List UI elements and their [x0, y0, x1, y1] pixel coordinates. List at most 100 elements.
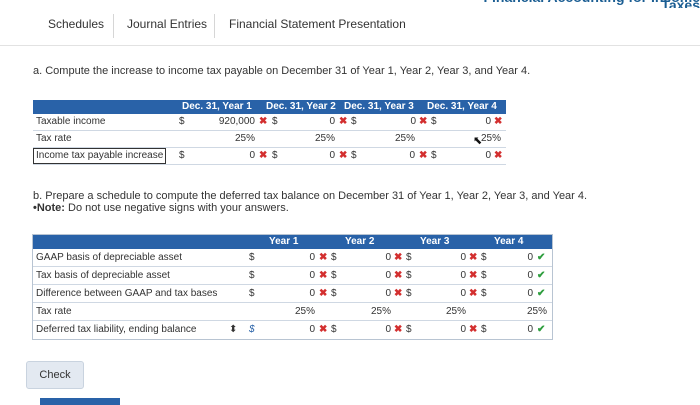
incorrect-icon: ✖: [469, 288, 478, 299]
currency-symbol: $: [179, 150, 185, 161]
incorrect-icon: ✖: [494, 116, 503, 127]
taxable-income-year1-input[interactable]: 920,000: [218, 116, 255, 127]
taxable-income-year4-input[interactable]: 0: [485, 116, 491, 127]
tax-payable-increase-year4-input[interactable]: 0: [485, 150, 491, 161]
gaap-basis-year2-input[interactable]: 0: [385, 252, 391, 263]
mouse-cursor-icon: ⬉: [473, 135, 483, 147]
taxable-income-year3-input[interactable]: 0: [410, 116, 416, 127]
part-a-col-year4: Dec. 31, Year 4: [427, 101, 497, 112]
next-button-partial[interactable]: [40, 398, 120, 405]
row-label: Taxable income: [36, 116, 106, 127]
currency-symbol: $: [481, 270, 487, 281]
tab-schedules[interactable]: Schedules: [48, 17, 105, 31]
part-b-table: Year 1 Year 2 Year 3 Year 4 GAAP basis o…: [32, 234, 553, 340]
tax-rate-year3: 25%: [394, 133, 415, 144]
currency-symbol: $: [272, 150, 278, 161]
currency-symbol: $: [351, 116, 357, 127]
incorrect-icon: ✖: [319, 270, 328, 281]
part-a-table: Dec. 31, Year 1 Dec. 31, Year 2 Dec. 31,…: [33, 100, 506, 166]
tax-payable-increase-year2-input[interactable]: 0: [329, 150, 335, 161]
difference-year2-input[interactable]: 0: [385, 288, 391, 299]
row-label: Tax basis of depreciable asset: [36, 270, 170, 281]
currency-symbol: $: [331, 324, 337, 335]
incorrect-icon: ✖: [469, 324, 478, 335]
deferred-tax-year1-input[interactable]: 0: [309, 324, 315, 335]
row-label: Tax rate: [36, 306, 72, 317]
deferred-tax-year4-input[interactable]: 0: [527, 324, 533, 335]
row-label: Difference between GAAP and tax bases: [36, 288, 218, 299]
table-row: Income tax payable increase $ 0 ✖ $ 0 ✖ …: [33, 148, 506, 165]
table-row: GAAP basis of depreciable asset $ 0 ✖ $ …: [33, 249, 552, 267]
table-row: Tax rate 25% 25% 25% 25%: [33, 303, 552, 321]
currency-selector[interactable]: $: [249, 324, 255, 335]
incorrect-icon: ✖: [319, 288, 328, 299]
incorrect-icon: ✖: [319, 252, 328, 263]
incorrect-icon: ✖: [394, 324, 403, 335]
currency-symbol: $: [481, 324, 487, 335]
selector-arrows-icon[interactable]: ⬍: [229, 324, 238, 335]
currency-symbol: $: [431, 116, 437, 127]
tax-basis-year2-input[interactable]: 0: [385, 270, 391, 281]
currency-symbol: $: [179, 116, 185, 127]
part-b-question: b. Prepare a schedule to compute the def…: [33, 190, 588, 202]
table-row: Tax rate 25% 25% 25% 25%: [33, 131, 506, 148]
part-b-col-year3: Year 3: [420, 236, 450, 247]
table-row: Difference between GAAP and tax bases $ …: [33, 285, 552, 303]
tab-journal-entries[interactable]: Journal Entries: [127, 17, 208, 31]
tax-rate-year2: 25%: [314, 133, 335, 144]
incorrect-icon: ✖: [339, 116, 348, 127]
check-button[interactable]: Check: [26, 361, 84, 389]
tab-divider: [214, 14, 215, 38]
tax-rate-year4: 25%: [480, 133, 501, 144]
part-a-question: a. Compute the increase to income tax pa…: [33, 65, 531, 77]
deferred-tax-year2-input[interactable]: 0: [385, 324, 391, 335]
currency-symbol: $: [406, 288, 412, 299]
table-row: Deferred tax liability, ending balance ⬍…: [33, 321, 552, 338]
tax-rate-year4: 25%: [526, 306, 547, 317]
gaap-basis-year1-input[interactable]: 0: [309, 252, 315, 263]
tax-rate-year2: 25%: [370, 306, 391, 317]
incorrect-icon: ✖: [419, 150, 428, 161]
part-a-header-row: Dec. 31, Year 1 Dec. 31, Year 2 Dec. 31,…: [33, 100, 506, 114]
currency-symbol: $: [272, 116, 278, 127]
tax-rate-year1: 25%: [294, 306, 315, 317]
incorrect-icon: ✖: [394, 252, 403, 263]
tab-divider: [113, 14, 114, 38]
tax-payable-increase-year3-input[interactable]: 0: [409, 150, 415, 161]
tax-basis-year4-input[interactable]: 0: [527, 270, 533, 281]
gaap-basis-year3-input[interactable]: 0: [460, 252, 466, 263]
tax-basis-year1-input[interactable]: 0: [309, 270, 315, 281]
correct-check-icon: ✔: [537, 252, 546, 263]
correct-check-icon: ✔: [537, 288, 546, 299]
row-label: Tax rate: [36, 133, 72, 144]
taxable-income-year2-input[interactable]: 0: [329, 116, 335, 127]
deferred-tax-year3-input[interactable]: 0: [460, 324, 466, 335]
incorrect-icon: ✖: [339, 150, 348, 161]
tab-bar: Schedules Journal Entries Financial Stat…: [0, 8, 700, 46]
incorrect-icon: ✖: [259, 150, 268, 161]
tab-underline: [0, 45, 700, 46]
tab-financial-statement-presentation[interactable]: Financial Statement Presentation: [229, 17, 406, 31]
currency-symbol: $: [331, 288, 337, 299]
incorrect-icon: ✖: [419, 116, 428, 127]
part-a-col-year3: Dec. 31, Year 3: [344, 101, 414, 112]
correct-check-icon: ✔: [537, 270, 546, 281]
currency-symbol: $: [249, 288, 255, 299]
tax-payable-increase-year1-input[interactable]: 0: [249, 150, 255, 161]
part-b-col-year1: Year 1: [269, 236, 299, 247]
incorrect-icon: ✖: [494, 150, 503, 161]
difference-year3-input[interactable]: 0: [460, 288, 466, 299]
difference-year4-input[interactable]: 0: [527, 288, 533, 299]
note-bullet: •: [33, 202, 37, 214]
part-b-col-year2: Year 2: [345, 236, 375, 247]
currency-symbol: $: [331, 252, 337, 263]
tax-basis-year3-input[interactable]: 0: [460, 270, 466, 281]
tax-rate-year3: 25%: [445, 306, 466, 317]
currency-symbol: $: [351, 150, 357, 161]
currency-symbol: $: [249, 252, 255, 263]
gaap-basis-year4-input[interactable]: 0: [527, 252, 533, 263]
row-label: Income tax payable increase: [33, 148, 167, 164]
part-a-col-year1: Dec. 31, Year 1: [182, 101, 252, 112]
difference-year1-input[interactable]: 0: [309, 288, 315, 299]
note-text: Do not use negative signs with your answ…: [68, 202, 289, 214]
